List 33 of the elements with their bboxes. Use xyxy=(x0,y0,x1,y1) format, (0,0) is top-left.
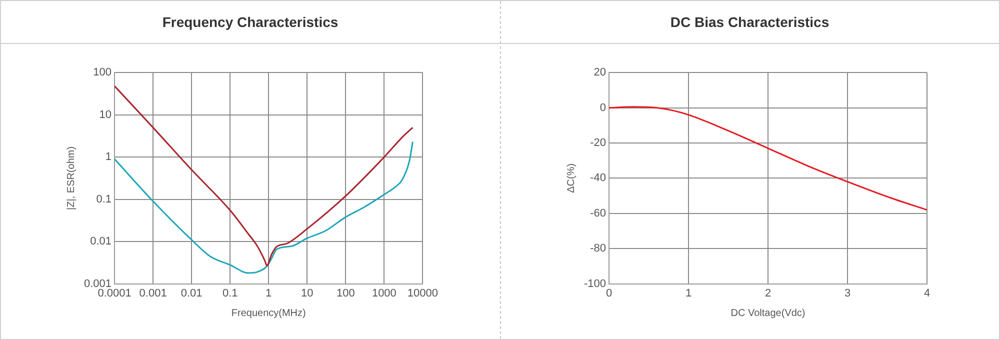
y-tick-label: 1 xyxy=(105,151,112,164)
y-tick-label: 0.001 xyxy=(84,278,112,290)
y-tick-label: -100 xyxy=(583,278,606,290)
x-tick-label: 0.01 xyxy=(180,287,202,300)
chart-title: DC Bias Characteristics xyxy=(500,1,999,44)
y-axis-title: ΔC(%) xyxy=(565,163,576,193)
y-axis-title: |Z|, ESR(ohm) xyxy=(66,146,77,210)
x-tick-label: 10000 xyxy=(407,287,438,300)
x-tick-label: 2 xyxy=(764,287,771,300)
x-tick-label: 1 xyxy=(266,287,272,300)
y-tick-label: 20 xyxy=(593,66,606,79)
y-tick-label: -40 xyxy=(590,172,606,184)
x-tick-label: 0.001 xyxy=(139,287,167,300)
y-tick-label: 0.01 xyxy=(90,236,112,248)
x-tick-label: 4 xyxy=(923,287,930,300)
y-tick-label: 0.1 xyxy=(96,193,112,206)
x-tick-label: 1 xyxy=(684,287,692,300)
y-tick-label: 100 xyxy=(93,66,112,79)
x-tick-label: 3 xyxy=(844,287,850,300)
x-tick-label: 100 xyxy=(336,287,355,300)
x-axis-title: DC Voltage(Vdc) xyxy=(730,308,805,319)
line-series xyxy=(608,106,926,211)
y-tick-label: 10 xyxy=(99,108,112,121)
x-tick-label: 1000 xyxy=(372,287,396,300)
x-axis-title: Frequency(MHz) xyxy=(231,308,306,319)
x-tick-label: 10 xyxy=(301,287,314,300)
chart-title: Frequency Characteristics xyxy=(1,1,500,44)
y-tick-label: -80 xyxy=(590,242,606,255)
y-tick-label: -60 xyxy=(590,207,606,220)
y-tick-label: 0 xyxy=(599,102,606,114)
y-tick-label: -20 xyxy=(590,137,606,150)
x-tick-label: 0.1 xyxy=(222,287,238,300)
x-tick-label: 0.0001 xyxy=(98,287,132,300)
